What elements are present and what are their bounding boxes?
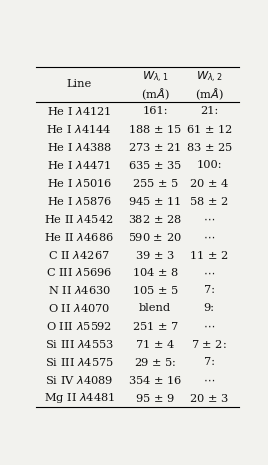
Text: O III $\lambda$5592: O III $\lambda$5592	[46, 320, 112, 332]
Text: 945 $\pm$ 11: 945 $\pm$ 11	[128, 195, 182, 207]
Text: 635 $\pm$ 35: 635 $\pm$ 35	[128, 159, 182, 171]
Text: $\cdots$: $\cdots$	[203, 321, 215, 331]
Text: He I $\lambda$4388: He I $\lambda$4388	[47, 141, 112, 153]
Text: 354 $\pm$ 16: 354 $\pm$ 16	[128, 374, 182, 386]
Text: He I $\lambda$4144: He I $\lambda$4144	[46, 123, 112, 135]
Text: He I $\lambda$5876: He I $\lambda$5876	[47, 195, 112, 207]
Text: 20 $\pm$ 4: 20 $\pm$ 4	[189, 177, 229, 189]
Text: 273 $\pm$ 21: 273 $\pm$ 21	[128, 141, 182, 153]
Text: $\cdots$: $\cdots$	[203, 214, 215, 224]
Text: Mg II $\lambda$4481: Mg II $\lambda$4481	[44, 391, 115, 405]
Text: 61 $\pm$ 12: 61 $\pm$ 12	[186, 123, 232, 135]
Text: He I $\lambda$4471: He I $\lambda$4471	[47, 159, 111, 171]
Text: He I $\lambda$4121: He I $\lambda$4121	[47, 105, 111, 117]
Text: 590 $\pm$ 20: 590 $\pm$ 20	[128, 231, 182, 243]
Text: 161:: 161:	[142, 106, 168, 116]
Text: 58 $\pm$ 2: 58 $\pm$ 2	[189, 195, 229, 207]
Text: 21:: 21:	[200, 106, 218, 116]
Text: C II $\lambda$4267: C II $\lambda$4267	[48, 248, 110, 260]
Text: 104 $\pm$ 8: 104 $\pm$ 8	[132, 266, 178, 279]
Text: 100:: 100:	[196, 160, 222, 170]
Text: 7:: 7:	[203, 286, 214, 295]
Text: $\cdots$: $\cdots$	[203, 232, 215, 242]
Text: 9:: 9:	[203, 303, 214, 313]
Text: $W_{\lambda,2}$: $W_{\lambda,2}$	[196, 70, 222, 85]
Text: 255 $\pm$ 5: 255 $\pm$ 5	[132, 177, 178, 189]
Text: (m$\AA$): (m$\AA$)	[141, 86, 169, 101]
Text: 95 $\pm$ 9: 95 $\pm$ 9	[135, 392, 175, 404]
Text: blend: blend	[139, 303, 171, 313]
Text: Si III $\lambda$4553: Si III $\lambda$4553	[45, 338, 114, 350]
Text: 29 $\pm$ 5:: 29 $\pm$ 5:	[134, 356, 176, 368]
Text: 7 $\pm$ 2:: 7 $\pm$ 2:	[191, 338, 227, 350]
Text: 251 $\pm$ 7: 251 $\pm$ 7	[132, 320, 178, 332]
Text: 11 $\pm$ 2: 11 $\pm$ 2	[189, 248, 229, 260]
Text: 7:: 7:	[203, 357, 214, 367]
Text: C III $\lambda$5696: C III $\lambda$5696	[46, 266, 112, 279]
Text: O II $\lambda$4070: O II $\lambda$4070	[48, 302, 110, 314]
Text: 71 $\pm$ 4: 71 $\pm$ 4	[135, 338, 175, 350]
Text: $\cdots$: $\cdots$	[203, 267, 215, 278]
Text: He I $\lambda$5016: He I $\lambda$5016	[47, 177, 112, 189]
Text: (m$\AA$): (m$\AA$)	[195, 86, 223, 101]
Text: 20 $\pm$ 3: 20 $\pm$ 3	[189, 392, 229, 404]
Text: Si IV $\lambda$4089: Si IV $\lambda$4089	[45, 374, 113, 386]
Text: 39 $\pm$ 3: 39 $\pm$ 3	[135, 248, 175, 260]
Text: He II $\lambda$4542: He II $\lambda$4542	[44, 213, 114, 225]
Text: Si III $\lambda$4575: Si III $\lambda$4575	[45, 356, 114, 368]
Text: 382 $\pm$ 28: 382 $\pm$ 28	[128, 213, 182, 225]
Text: 83 $\pm$ 25: 83 $\pm$ 25	[185, 141, 232, 153]
Text: He II $\lambda$4686: He II $\lambda$4686	[44, 231, 114, 243]
Text: $\cdots$: $\cdots$	[203, 375, 215, 385]
Text: 188 $\pm$ 15: 188 $\pm$ 15	[128, 123, 182, 135]
Text: 105 $\pm$ 5: 105 $\pm$ 5	[132, 284, 178, 296]
Text: N II $\lambda$4630: N II $\lambda$4630	[48, 284, 111, 296]
Text: Line: Line	[66, 80, 92, 89]
Text: $W_{\lambda,1}$: $W_{\lambda,1}$	[142, 70, 168, 85]
